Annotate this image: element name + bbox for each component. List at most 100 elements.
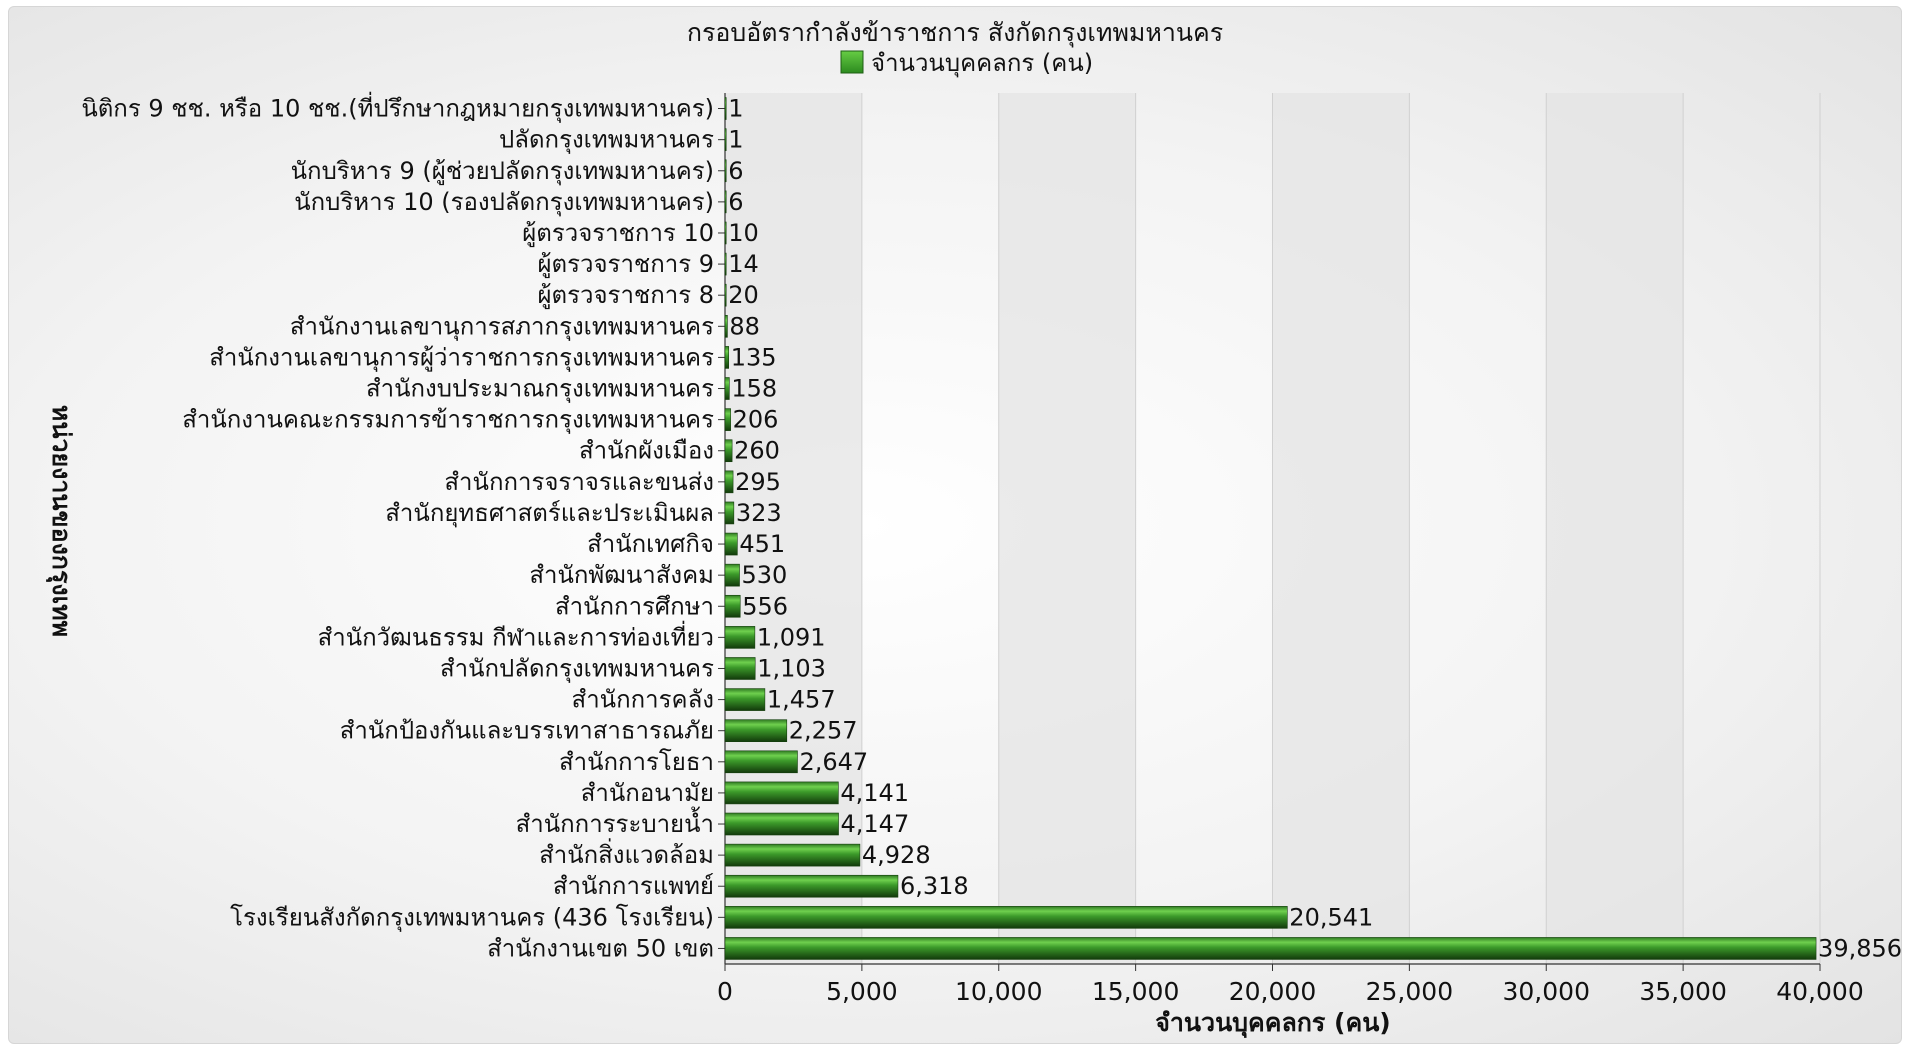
legend-label: จำนวนบุคคลกร (คน)	[871, 49, 1093, 78]
value-label: 4,141	[840, 779, 909, 807]
value-label: 1	[728, 126, 743, 154]
x-tick-label: 15,000	[1092, 977, 1179, 1006]
legend: จำนวนบุคคลกร (คน)	[840, 49, 1093, 78]
value-label: 6	[728, 188, 743, 216]
bar	[724, 377, 730, 400]
labels: นิติกร 9 ชช. หรือ 10 ชช.(ที่ปรึกษากฎหมาย…	[81, 92, 1901, 963]
value-label: 14	[728, 250, 759, 278]
chart-container: กรอบอัตรากำลังข้าราชการ สังกัดกรุงเทพมหา…	[8, 6, 1902, 1044]
value-label: 556	[742, 592, 788, 620]
value-label: 260	[734, 437, 780, 465]
value-label: 451	[739, 530, 785, 558]
bar	[724, 937, 1817, 960]
legend-swatch	[840, 50, 864, 74]
bar	[724, 532, 738, 556]
bar	[724, 252, 727, 276]
category-label: โรงเรียนสังกัดกรุงเทพมหานคร (436 โรงเรีย…	[230, 903, 714, 932]
category-label: สำนักการระบายน้ำ	[516, 806, 714, 838]
chart-title: กรอบอัตรากำลังข้าราชการ สังกัดกรุงเทพมหา…	[687, 18, 1223, 48]
bars	[724, 97, 1817, 960]
value-label: 206	[733, 406, 779, 434]
x-tick-label: 10,000	[955, 977, 1042, 1006]
value-label: 4,147	[841, 810, 910, 838]
category-label: สำนักพัฒนาสังคม	[529, 561, 714, 589]
category-label: สำนักงานเลขานุการสภากรุงเทพมหานคร	[290, 312, 714, 341]
bar	[724, 750, 798, 774]
x-tick-label: 30,000	[1503, 977, 1590, 1006]
value-label: 6	[728, 157, 743, 185]
bar	[724, 346, 729, 369]
bar	[724, 719, 788, 742]
value-label: 39,856	[1818, 934, 1901, 962]
value-label: 530	[742, 561, 788, 589]
value-label: 4,928	[862, 841, 931, 869]
category-label: สำนักวัฒนธรรม กีฬาและการท่องเที่ยว	[318, 620, 714, 651]
bar	[724, 657, 756, 680]
bar	[724, 128, 727, 151]
plot-band	[1272, 93, 1410, 964]
x-axis-ticks: 0 5,000 10,000 15,000 20,000 25,000 30,000 35,0…	[717, 964, 1864, 1006]
value-label: 20,541	[1289, 903, 1373, 931]
bar	[724, 408, 731, 431]
x-axis-title: จำนวนบุคคลกร (คน)	[1155, 1008, 1390, 1039]
bar	[724, 626, 756, 649]
bar	[724, 874, 899, 898]
category-label: สำนักการโยธา	[559, 748, 714, 776]
category-label: สำนักงานเขต 50 เขต	[487, 934, 714, 962]
value-label: 2,257	[789, 717, 858, 745]
category-label: นิติกร 9 ชช. หรือ 10 ชช.(ที่ปรึกษากฎหมาย…	[81, 92, 714, 124]
value-label: 323	[736, 499, 782, 527]
x-tick-label: 20,000	[1229, 977, 1316, 1006]
bar	[724, 315, 728, 338]
value-label: 1,103	[757, 654, 826, 682]
value-label: 2,647	[799, 748, 868, 776]
bar	[724, 594, 741, 618]
value-label: 1,091	[757, 623, 826, 651]
bar	[724, 470, 734, 494]
category-label: สำนักอนามัย	[581, 779, 714, 807]
plot-band	[1546, 93, 1684, 964]
category-label: สำนักผังเมือง	[579, 437, 714, 465]
category-label: สำนักเทศกิจ	[587, 530, 714, 558]
y-axis-title: หน่วยงานของกรุงเทพ	[45, 405, 76, 637]
category-label: สำนักยุทธศาสตร์และประเมินผล	[385, 499, 714, 528]
bar-chart: กรอบอัตรากำลังข้าราชการ สังกัดกรุงเทพมหา…	[45, 18, 1901, 1039]
x-tick-label: 5,000	[826, 977, 898, 1006]
category-label: สำนักงานคณะกรรมการข้าราชการกรุงเทพมหานคร	[182, 406, 714, 435]
plot-band	[998, 93, 1136, 964]
value-label: 88	[729, 312, 760, 340]
category-label: สำนักสิ่งแวดล้อม	[539, 838, 714, 869]
bar	[724, 501, 735, 525]
value-label: 135	[731, 343, 777, 371]
x-tick-label: 35,000	[1639, 977, 1726, 1006]
category-label: ผู้ตรวจราชการ 9	[537, 250, 714, 279]
value-label: 6,318	[900, 872, 969, 900]
category-label: นักบริหาร 10 (รองปลัดกรุงเทพมหานคร)	[294, 188, 714, 217]
category-label: ผู้ตรวจราชการ 10	[522, 219, 714, 248]
bar	[724, 439, 733, 463]
value-label: 1	[728, 95, 743, 123]
bar	[724, 812, 839, 836]
bar	[724, 843, 861, 867]
category-label: สำนักการศึกษา	[555, 592, 714, 620]
bar	[724, 906, 1288, 929]
category-label: ผู้ตรวจราชการ 8	[537, 281, 714, 310]
value-label: 20	[728, 281, 759, 309]
bar	[724, 781, 839, 805]
category-label: สำนักป้องกันและบรรเทาสาธารณภัย	[340, 717, 714, 745]
x-tick-label: 0	[717, 977, 733, 1006]
category-label: สำนักการคลัง	[572, 686, 714, 714]
bar	[724, 688, 766, 711]
value-label: 158	[731, 375, 777, 403]
bar	[724, 221, 727, 245]
bar	[724, 283, 727, 307]
value-label: 1,457	[767, 686, 836, 714]
gridlines	[861, 93, 1821, 964]
bar	[724, 190, 727, 214]
x-tick-label: 40,000	[1776, 977, 1863, 1006]
value-label: 295	[735, 468, 781, 496]
category-label: สำนักปลัดกรุงเทพมหานคร	[440, 654, 714, 683]
x-tick-label: 25,000	[1366, 977, 1453, 1006]
bar	[724, 97, 727, 120]
plot-background-bands	[725, 93, 1684, 964]
